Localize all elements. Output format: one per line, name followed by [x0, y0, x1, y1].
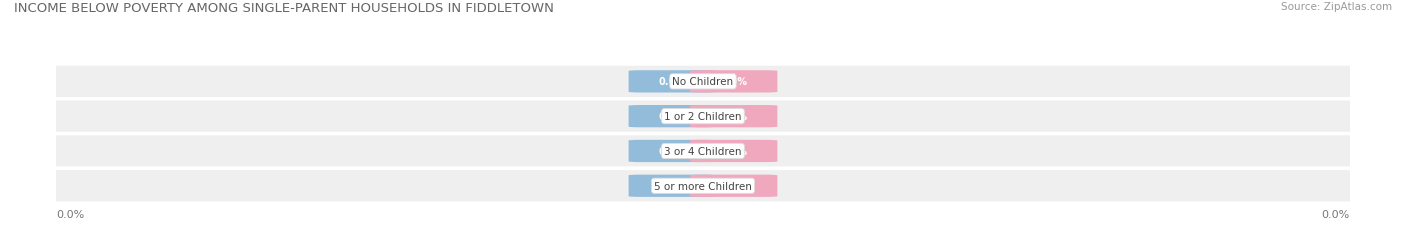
Text: Source: ZipAtlas.com: Source: ZipAtlas.com: [1281, 2, 1392, 12]
FancyBboxPatch shape: [31, 99, 1375, 134]
Text: 0.0%: 0.0%: [1322, 210, 1350, 219]
FancyBboxPatch shape: [690, 175, 778, 197]
FancyBboxPatch shape: [690, 140, 778, 162]
Text: No Children: No Children: [672, 77, 734, 87]
Text: 0.0%: 0.0%: [659, 181, 686, 191]
FancyBboxPatch shape: [31, 65, 1375, 99]
Text: 1 or 2 Children: 1 or 2 Children: [664, 112, 742, 122]
FancyBboxPatch shape: [690, 106, 778, 128]
FancyBboxPatch shape: [628, 106, 716, 128]
Text: 0.0%: 0.0%: [720, 181, 747, 191]
FancyBboxPatch shape: [628, 175, 716, 197]
Text: 5 or more Children: 5 or more Children: [654, 181, 752, 191]
FancyBboxPatch shape: [628, 71, 716, 93]
Text: 0.0%: 0.0%: [720, 146, 747, 156]
FancyBboxPatch shape: [31, 134, 1375, 169]
Text: 0.0%: 0.0%: [659, 112, 686, 122]
Text: INCOME BELOW POVERTY AMONG SINGLE-PARENT HOUSEHOLDS IN FIDDLETOWN: INCOME BELOW POVERTY AMONG SINGLE-PARENT…: [14, 2, 554, 15]
Text: 0.0%: 0.0%: [56, 210, 84, 219]
Text: 3 or 4 Children: 3 or 4 Children: [664, 146, 742, 156]
Text: 0.0%: 0.0%: [659, 146, 686, 156]
FancyBboxPatch shape: [31, 169, 1375, 203]
FancyBboxPatch shape: [628, 140, 716, 162]
Text: 0.0%: 0.0%: [659, 77, 686, 87]
FancyBboxPatch shape: [690, 71, 778, 93]
Text: 0.0%: 0.0%: [720, 77, 747, 87]
Text: 0.0%: 0.0%: [720, 112, 747, 122]
